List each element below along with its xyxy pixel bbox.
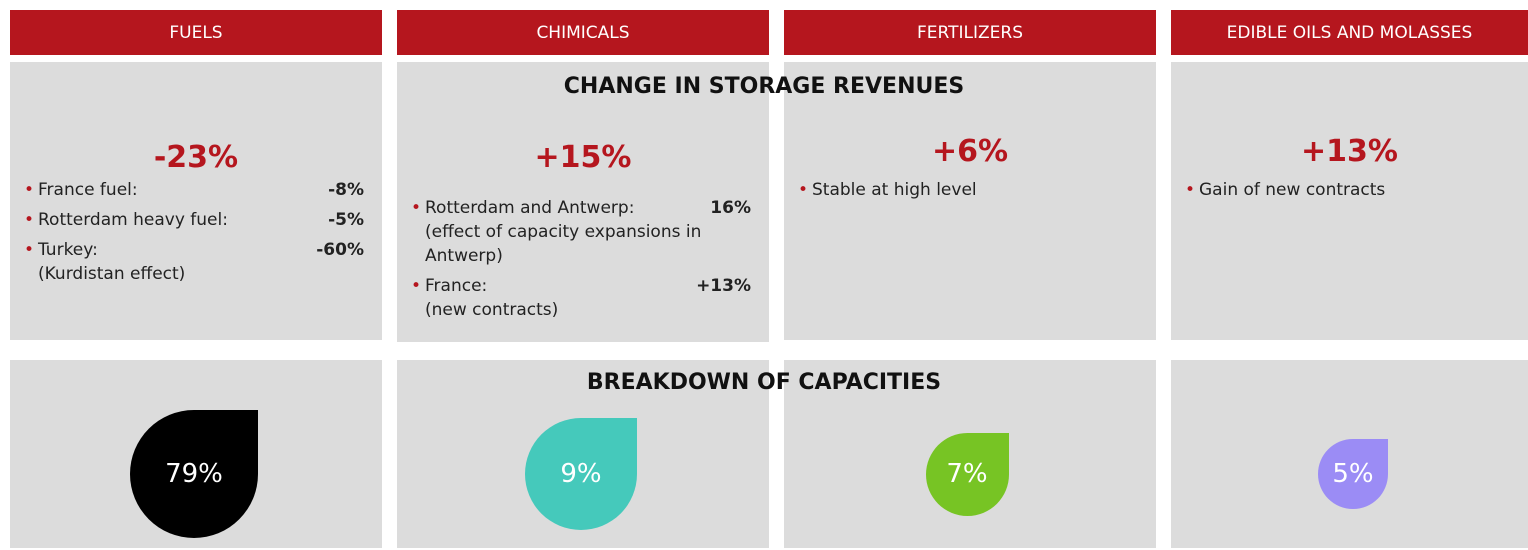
item-label: Gain of new contracts (1199, 180, 1386, 200)
item-label: Rotterdam heavy fuel: (38, 210, 228, 230)
capacity-drop: 5% (1318, 439, 1388, 509)
item-value: -5% (328, 210, 364, 230)
capacity-drop: 79% (130, 410, 258, 538)
bullet-list: Stable at high level (798, 178, 1138, 208)
item-label: Turkey: (38, 240, 98, 260)
capacity-drop: 9% (525, 418, 637, 530)
item-label: Rotterdam and Antwerp: (425, 198, 635, 218)
bullet-list: Rotterdam and Antwerp: 16% (effect of capa… (411, 196, 751, 328)
column-header: FERTILIZERS (784, 10, 1156, 55)
column-header: EDIBLE OILS AND MOLASSES (1171, 10, 1528, 55)
capacity-panel: 9% (397, 360, 769, 548)
change-value: +13% (1301, 134, 1398, 169)
bullet-item: France fuel: -8% (24, 178, 364, 202)
section-title: CHANGE IN STORAGE REVENUES (563, 74, 965, 99)
bullet-item: Rotterdam and Antwerp: 16% (effect of capa… (411, 196, 751, 268)
revenue-panel: -23% France fuel: -8% Rotterdam heavy fuel:… (10, 62, 382, 340)
bullet-item: Stable at high level (798, 178, 1138, 202)
item-value: +13% (696, 276, 751, 296)
change-value: +6% (931, 134, 1009, 169)
change-value: -23% (153, 140, 239, 175)
item-label: France: (425, 276, 488, 296)
item-note: (effect of capacity expansions in Antwer… (425, 222, 702, 266)
bullet-item: Turkey: -60% (Kurdistan effect) (24, 238, 364, 286)
bullet-list: Gain of new contracts (1185, 178, 1525, 208)
revenue-panel: +13% Gain of new contracts (1171, 62, 1528, 340)
capacity-drop: 7% (925, 432, 1009, 516)
bullet-list: France fuel: -8% Rotterdam heavy fuel: -5% T… (24, 178, 364, 292)
section-title: BREAKDOWN OF CAPACITIES (586, 370, 942, 395)
bullet-item: Gain of new contracts (1185, 178, 1525, 202)
bullet-item: France: +13% (new contracts) (411, 274, 751, 322)
change-value: +15% (534, 140, 632, 175)
revenue-panel: +15% Rotterdam and Antwerp: 16% (effect of … (397, 62, 769, 342)
item-label: France fuel: (38, 180, 138, 200)
item-note: (new contracts) (425, 300, 559, 320)
item-value: -60% (316, 240, 364, 260)
item-value: -8% (328, 180, 364, 200)
capacity-panel: 5% (1171, 360, 1528, 548)
capacity-panel: 7% (784, 360, 1156, 548)
capacity-panel: 79% (10, 360, 382, 548)
item-label: Stable at high level (812, 180, 977, 200)
column-header: FUELS (10, 10, 382, 55)
bullet-item: Rotterdam heavy fuel: -5% (24, 208, 364, 232)
revenue-panel: +6% Stable at high level (784, 62, 1156, 340)
item-value: 16% (710, 198, 751, 218)
item-note: (Kurdistan effect) (38, 264, 186, 284)
column-header: CHIMICALS (397, 10, 769, 55)
